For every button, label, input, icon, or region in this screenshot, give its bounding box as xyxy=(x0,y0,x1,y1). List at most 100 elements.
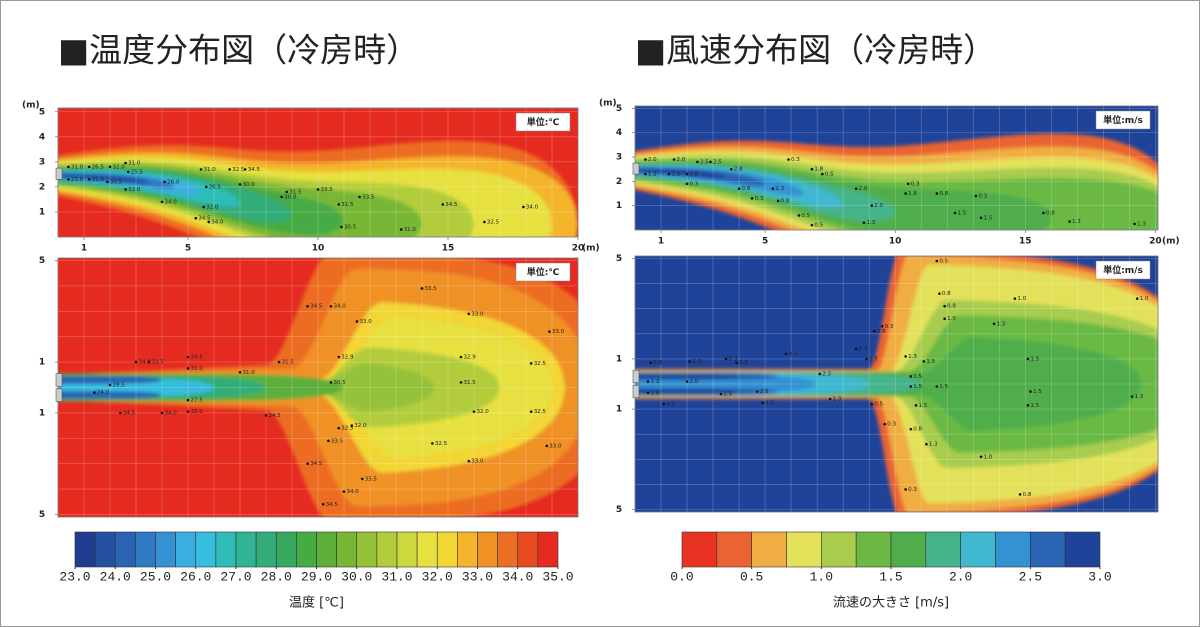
probe-label: 24.0 xyxy=(97,390,110,396)
colorbar-tick-label: 35.0 xyxy=(542,569,573,584)
unit-note: 単位:℃ xyxy=(527,116,560,128)
x-tick-label: 10 xyxy=(889,237,902,247)
probe xyxy=(909,427,913,431)
probe-label: 33.5 xyxy=(365,476,378,482)
probe xyxy=(646,391,650,395)
probe xyxy=(735,361,738,364)
probe-label: 1.5 xyxy=(958,210,967,216)
probe-label: 1.3 xyxy=(908,354,917,360)
probe-label: 23.0 xyxy=(71,177,84,183)
probe xyxy=(724,357,728,361)
probe xyxy=(202,205,205,209)
probe-label: 0.8 xyxy=(869,356,878,362)
probe-label: 33.5 xyxy=(321,187,334,193)
probe-label: 34.0 xyxy=(211,219,224,225)
probe xyxy=(467,459,471,463)
y-tick-label: 3 xyxy=(616,153,622,163)
probe xyxy=(124,161,127,165)
probe-label: 1.5 xyxy=(913,384,922,390)
x-tick-label: 5 xyxy=(185,244,191,254)
colorbar-tick-label: 27.0 xyxy=(220,569,251,584)
probe xyxy=(228,168,231,171)
probe xyxy=(904,488,907,491)
colorbar-tick-label: 23.0 xyxy=(59,569,90,584)
probe xyxy=(124,188,127,191)
probe-label: 2.0 xyxy=(874,203,883,209)
probe xyxy=(979,455,983,459)
probe-label: 0.8 xyxy=(877,329,886,335)
y-tick-label: 4 xyxy=(39,132,45,142)
plot-border xyxy=(57,257,579,518)
probe-label: 0.5 xyxy=(801,213,810,219)
probe-label: 32.5 xyxy=(232,167,245,173)
probe xyxy=(431,442,434,445)
x-tick-label: 20 xyxy=(572,244,585,254)
probe-label: 0.3 xyxy=(859,346,868,352)
unit-box xyxy=(515,262,571,282)
probe-label: 33.5 xyxy=(152,360,165,366)
probe-label: 1.8 xyxy=(814,167,823,173)
probe xyxy=(821,172,824,176)
probe-label: 34.5 xyxy=(191,355,204,361)
probe xyxy=(277,360,281,364)
probe xyxy=(399,228,403,231)
contour-band xyxy=(58,376,162,384)
probe-label: 1.0 xyxy=(947,316,956,322)
x-tick-label: 5 xyxy=(762,237,768,247)
probe-label: 27.5 xyxy=(191,398,204,404)
probe xyxy=(441,203,445,206)
probe-label: 25.5 xyxy=(131,169,144,175)
probe xyxy=(685,182,689,186)
probe-label: 2.8 xyxy=(690,172,699,178)
color-step xyxy=(396,531,418,568)
color-step xyxy=(960,531,996,568)
color-step xyxy=(751,531,787,568)
probe xyxy=(854,347,858,351)
x-unit: (m) xyxy=(582,244,600,254)
colorbar-tick-label: 32.0 xyxy=(422,569,453,584)
color-step xyxy=(175,531,197,568)
color-step xyxy=(275,531,297,568)
probe-label: 1.5 xyxy=(919,403,928,409)
color-step xyxy=(1064,531,1101,568)
title: ■風速分布図（冷房時） xyxy=(635,31,996,70)
vent xyxy=(632,162,640,175)
color-step xyxy=(195,531,217,568)
probe-label: 0.8 xyxy=(1046,210,1055,216)
contours xyxy=(635,256,1158,512)
probe xyxy=(134,360,138,364)
vent xyxy=(55,373,63,387)
field xyxy=(635,256,1158,512)
probe xyxy=(922,360,926,363)
color-step xyxy=(155,531,176,568)
probe-label: 34.0 xyxy=(347,489,360,495)
probe-label: 2.0 xyxy=(859,186,868,192)
probe-label: 1.3 xyxy=(929,442,938,448)
probe xyxy=(545,444,549,448)
probe xyxy=(163,180,166,184)
probe xyxy=(925,442,928,446)
color-step xyxy=(517,531,539,568)
probe-label: 1.5 xyxy=(926,359,935,365)
color-step xyxy=(786,531,822,568)
color-step xyxy=(336,531,358,568)
y-tick-label: 1 xyxy=(616,201,622,211)
probe xyxy=(828,397,832,401)
probe-label: 33.5 xyxy=(331,438,344,444)
probe xyxy=(729,167,733,171)
probe-label: 32.0 xyxy=(354,423,367,429)
color-step xyxy=(477,531,498,568)
probe-label: 2.5 xyxy=(723,392,732,398)
probe xyxy=(108,165,112,169)
y-tick-label: 4 xyxy=(616,128,622,138)
probe-label: 2.3 xyxy=(692,359,701,365)
probe xyxy=(784,352,788,356)
probe xyxy=(1135,297,1139,300)
probe-label: 31.0 xyxy=(191,366,204,372)
probe xyxy=(529,362,533,365)
probe xyxy=(737,187,741,190)
probe xyxy=(938,292,941,295)
plot-border xyxy=(634,255,1159,513)
probe-label: 31.0 xyxy=(404,227,417,233)
probe-label: 34.0 xyxy=(165,199,178,205)
